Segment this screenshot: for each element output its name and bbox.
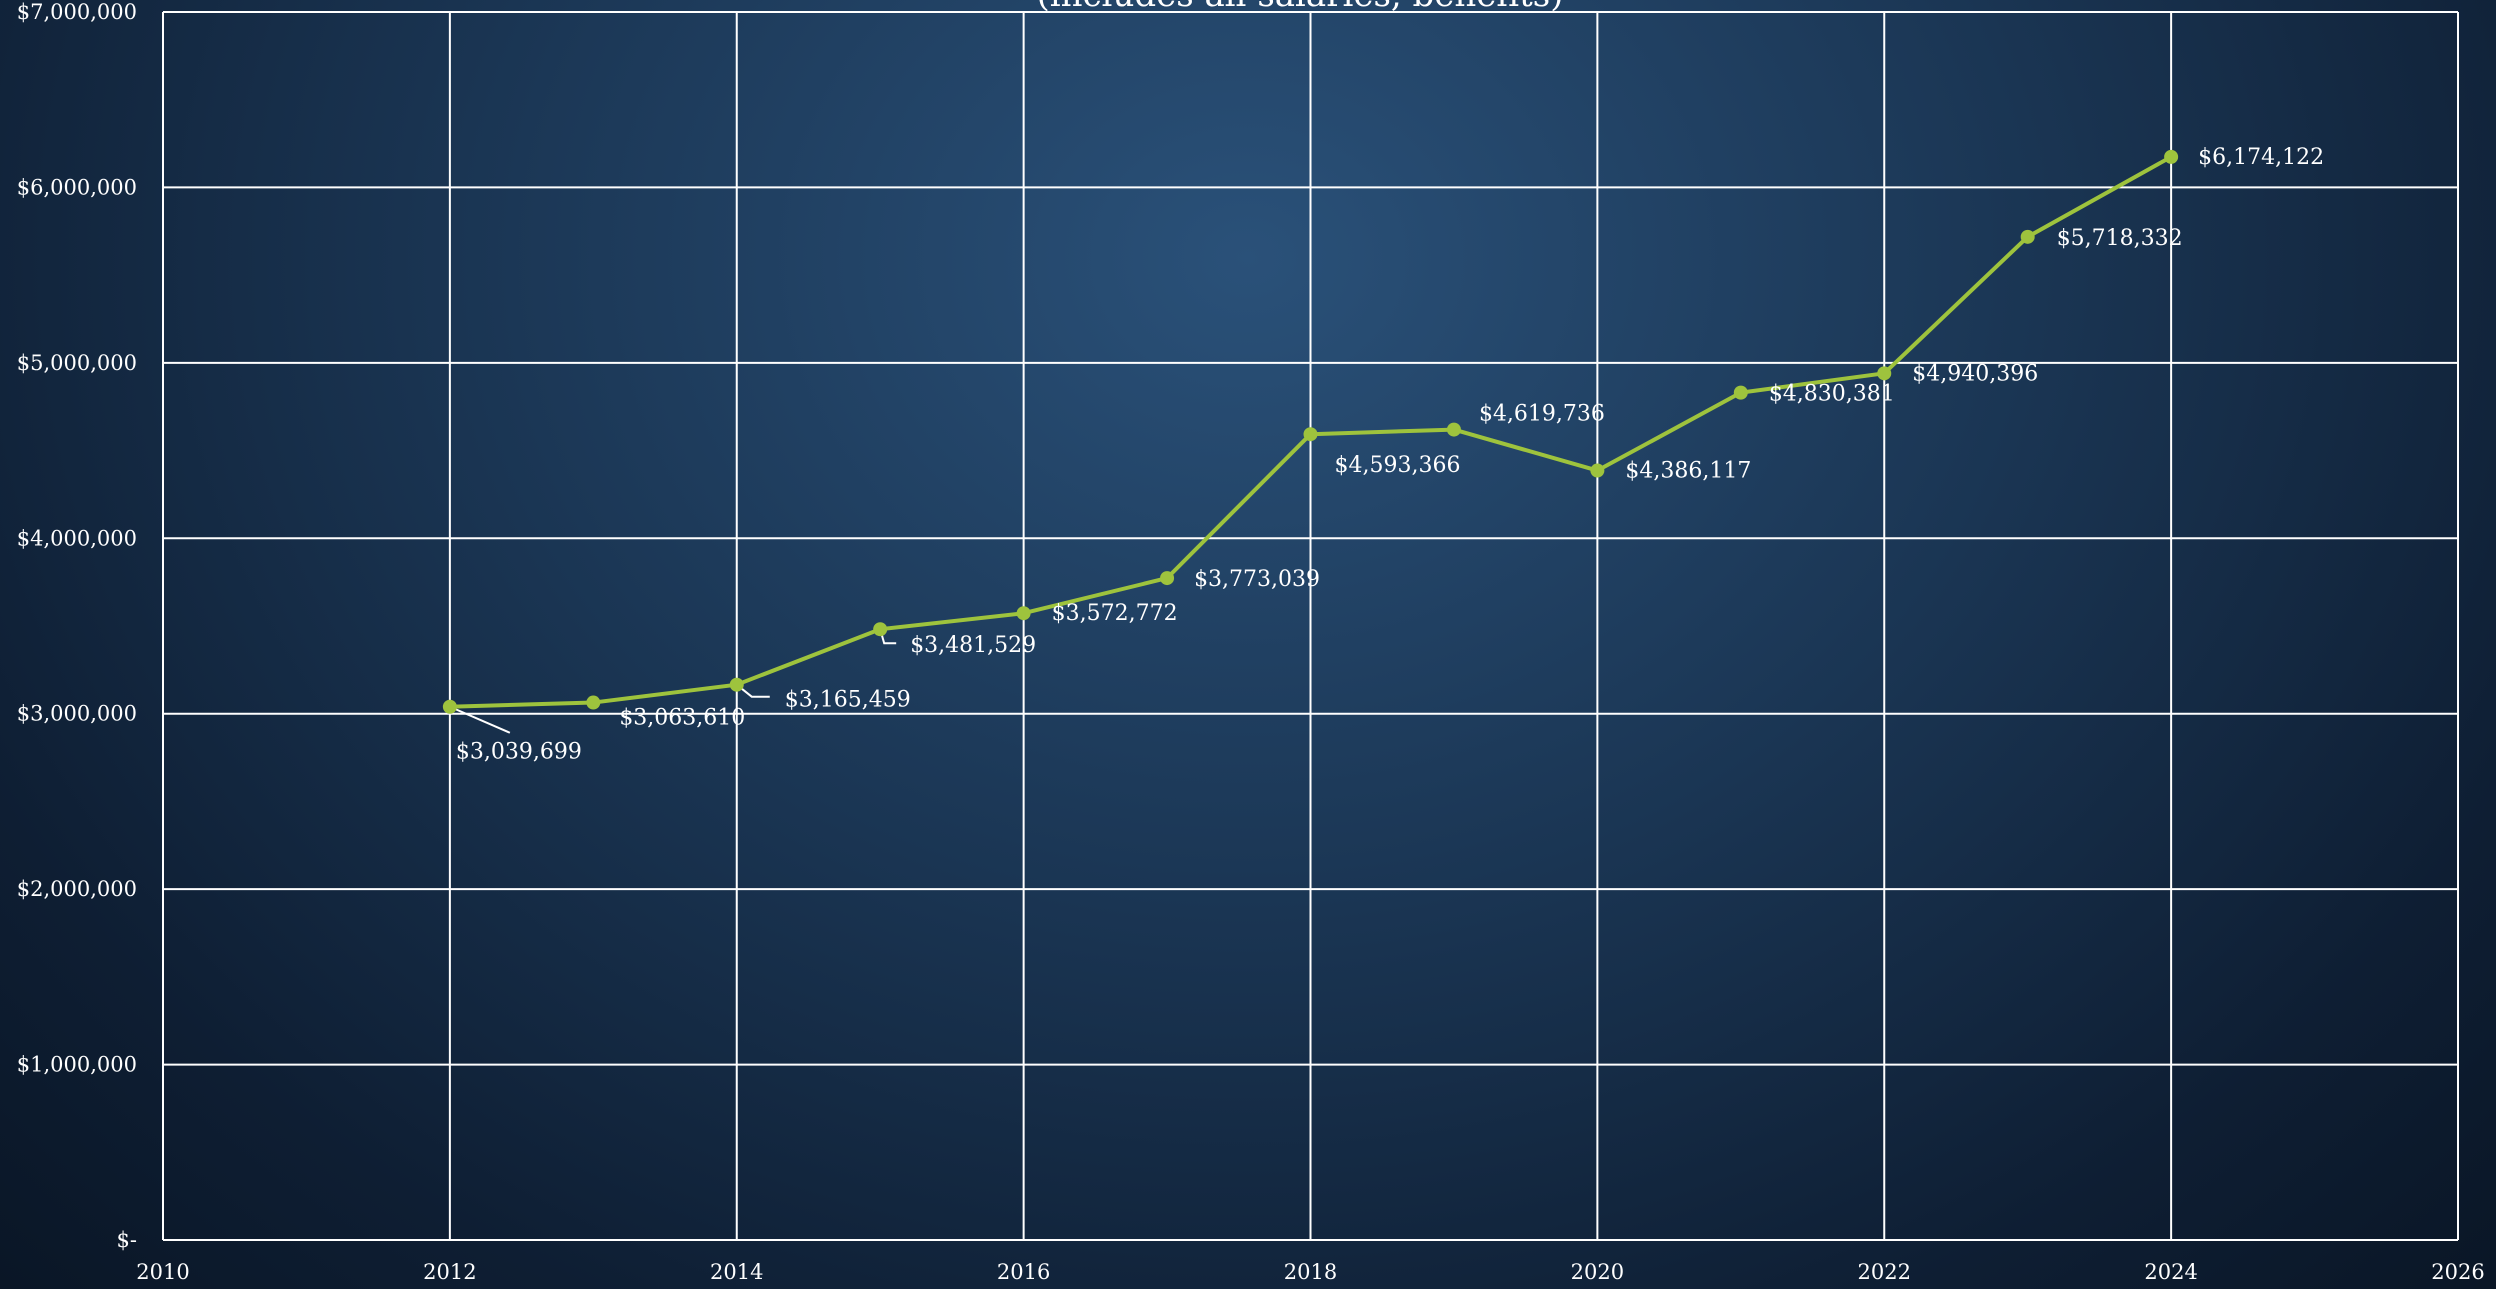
- data-label: $3,063,610: [619, 706, 745, 731]
- data-point: [2164, 149, 2179, 164]
- data-label: $3,773,039: [1194, 567, 1320, 592]
- data-label: $3,039,699: [456, 740, 582, 765]
- x-tick-label: 2012: [423, 1260, 476, 1284]
- data-point: [1016, 606, 1031, 621]
- x-tick-label: 2020: [1571, 1260, 1624, 1284]
- data-label: $3,572,772: [1052, 601, 1178, 626]
- y-tick-label: $3,000,000: [17, 702, 137, 726]
- data-point: [1590, 463, 1605, 478]
- data-point: [729, 677, 744, 692]
- data-point: [873, 622, 888, 637]
- data-point: [442, 699, 457, 714]
- y-tick-label: $-: [117, 1228, 137, 1252]
- data-label: $4,830,381: [1769, 382, 1895, 407]
- data-point: [1877, 366, 1892, 381]
- data-points: [442, 149, 2179, 714]
- data-label: $5,718,332: [2057, 226, 2183, 251]
- data-labels: $3,039,699 $3,063,610 $3,165,459 $3,481,529…: [456, 145, 2324, 765]
- data-point: [1446, 422, 1461, 437]
- data-label: $4,619,736: [1479, 402, 1605, 427]
- grid-lines: [162, 11, 2459, 1241]
- data-label: $6,174,122: [2198, 145, 2324, 170]
- x-tick-label: 2022: [1858, 1260, 1911, 1284]
- x-tick-label: 2026: [2431, 1260, 2484, 1284]
- data-point: [1733, 385, 1748, 400]
- y-tick-label: $5,000,000: [17, 351, 137, 375]
- data-label: $3,481,529: [910, 633, 1036, 658]
- y-tick-label: $2,000,000: [17, 877, 137, 901]
- data-label: $4,386,117: [1625, 459, 1751, 484]
- x-tick-label: 2024: [2144, 1260, 2197, 1284]
- data-point: [1303, 427, 1318, 442]
- x-axis-ticks: 2010 2012 2014 2016 2018 2020 2022 2024 2026: [136, 1260, 2484, 1284]
- x-tick-label: 2018: [1284, 1260, 1337, 1284]
- label-leader-line: [449, 705, 511, 734]
- y-axis-ticks: $- $1,000,000 $2,000,000 $3,000,000 $4,000,0…: [17, 0, 137, 1252]
- y-tick-label: $6,000,000: [17, 175, 137, 199]
- x-tick-label: 2010: [136, 1260, 189, 1284]
- y-tick-label: $7,000,000: [17, 0, 137, 24]
- x-tick-label: 2014: [710, 1260, 763, 1284]
- data-point: [586, 695, 601, 710]
- data-label: $4,940,396: [1912, 361, 2038, 386]
- x-tick-label: 2016: [997, 1260, 1050, 1284]
- data-label: $4,593,366: [1335, 453, 1461, 478]
- y-tick-label: $1,000,000: [17, 1053, 137, 1077]
- data-point: [2020, 229, 2035, 244]
- data-point: [1160, 571, 1175, 586]
- y-tick-label: $4,000,000: [17, 526, 137, 550]
- data-label: $3,165,459: [785, 688, 911, 713]
